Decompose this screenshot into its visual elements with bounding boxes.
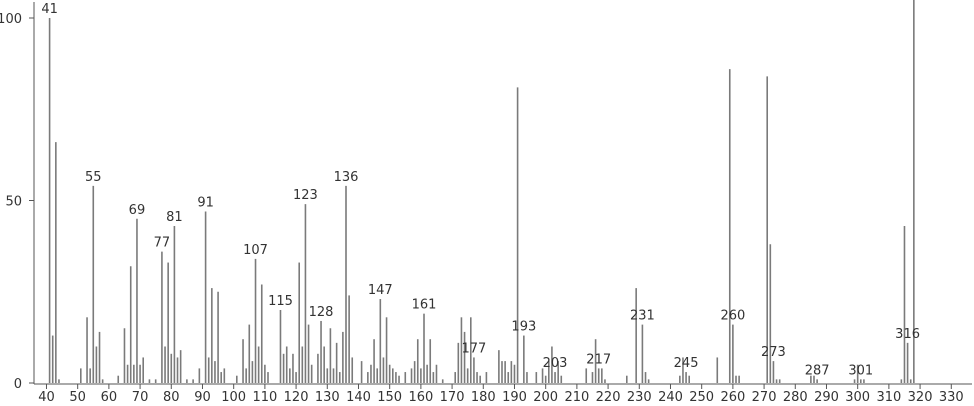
x-tick-label: 320	[908, 390, 933, 405]
peak-label: 77	[154, 236, 171, 251]
x-tick-label: 170	[440, 390, 465, 405]
x-tick-label: 200	[533, 390, 558, 405]
x-tick-label: 300	[845, 390, 870, 405]
peak-label: 217	[586, 352, 611, 367]
x-tick-label: 180	[471, 390, 496, 405]
x-tick-label: 140	[346, 390, 371, 405]
peak-label: 147	[368, 283, 393, 298]
x-tick-label: 240	[658, 390, 683, 405]
peak-label: 161	[412, 298, 437, 313]
x-tick-label: 70	[132, 390, 149, 405]
x-tick-label: 150	[377, 390, 402, 405]
peak-label: 136	[334, 170, 359, 185]
x-tick-label: 290	[814, 390, 839, 405]
y-tick-label: 100	[0, 12, 22, 27]
x-tick-label: 270	[752, 390, 777, 405]
x-tick-label: 60	[101, 390, 118, 405]
x-tick-label: 220	[596, 390, 621, 405]
peak-label: 316	[895, 327, 920, 342]
y-tick-label: 0	[14, 377, 22, 392]
x-tick-label: 330	[939, 390, 964, 405]
x-tick-label: 80	[163, 390, 180, 405]
peak-label: 273	[761, 345, 786, 360]
x-tick-label: 120	[284, 390, 309, 405]
peak-label: 107	[243, 243, 268, 258]
peak-label: 55	[85, 170, 102, 185]
x-tick-label: 260	[720, 390, 745, 405]
peak-label: 41	[41, 2, 58, 17]
peak-label: 91	[197, 195, 214, 210]
x-tick-label: 250	[689, 390, 714, 405]
peak-label: 203	[543, 356, 568, 371]
x-tick-label: 110	[252, 390, 277, 405]
peak-label: 193	[511, 320, 536, 335]
x-tick-label: 310	[876, 390, 901, 405]
y-tick-label: 50	[5, 195, 22, 210]
x-tick-label: 280	[783, 390, 808, 405]
x-tick-label: 160	[408, 390, 433, 405]
x-tick-label: 190	[502, 390, 527, 405]
x-tick-label: 90	[194, 390, 211, 405]
peak-label: 81	[166, 210, 183, 225]
peak-label: 260	[720, 309, 745, 324]
peak-label: 245	[674, 356, 699, 371]
peak-label: 177	[462, 341, 487, 356]
peak-label: 301	[848, 363, 873, 378]
x-tick-label: 100	[221, 390, 246, 405]
x-tick-label: 210	[564, 390, 589, 405]
peak-label: 115	[268, 294, 293, 309]
peak-label: 287	[805, 363, 830, 378]
peak-label: 123	[293, 188, 318, 203]
peak-label: 128	[309, 305, 334, 320]
x-tick-label: 230	[627, 390, 652, 405]
peak-label: 69	[129, 203, 146, 218]
peak-label: 231	[630, 309, 655, 324]
x-tick-label: 130	[315, 390, 340, 405]
x-tick-label: 50	[69, 390, 86, 405]
x-tick-label: 40	[38, 390, 55, 405]
